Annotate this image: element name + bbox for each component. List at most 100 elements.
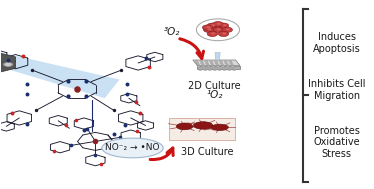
Circle shape [206, 26, 210, 28]
Circle shape [221, 64, 224, 66]
Circle shape [197, 64, 200, 66]
Polygon shape [1, 53, 16, 72]
Point [33, 109, 39, 112]
Circle shape [208, 69, 211, 71]
Circle shape [213, 22, 223, 27]
Circle shape [3, 62, 14, 67]
Ellipse shape [211, 124, 229, 131]
Point [85, 127, 91, 130]
Point [24, 83, 30, 86]
Circle shape [218, 23, 229, 28]
Circle shape [202, 66, 205, 67]
Circle shape [226, 66, 229, 67]
Point [111, 109, 117, 112]
Circle shape [206, 64, 209, 66]
Point [92, 140, 98, 143]
Point [83, 95, 89, 98]
Point [83, 80, 89, 83]
Circle shape [201, 62, 204, 64]
Point [73, 119, 79, 122]
Circle shape [200, 61, 203, 62]
Point [137, 112, 143, 115]
Circle shape [196, 62, 199, 64]
Circle shape [230, 64, 233, 66]
Circle shape [222, 67, 225, 69]
Point [65, 80, 71, 83]
Point [29, 69, 35, 72]
Point [124, 92, 130, 95]
Text: NO⁻₂ → •NO: NO⁻₂ → •NO [105, 143, 160, 153]
Circle shape [195, 61, 198, 62]
Point [124, 83, 130, 86]
FancyBboxPatch shape [169, 118, 235, 140]
Polygon shape [197, 66, 240, 69]
Text: ³O₂: ³O₂ [163, 27, 180, 37]
Text: Induces
Apoptosis: Induces Apoptosis [313, 32, 361, 54]
Text: 2D Culture: 2D Culture [188, 81, 240, 91]
Circle shape [203, 27, 214, 32]
Circle shape [223, 33, 226, 34]
Point [63, 123, 69, 126]
Circle shape [205, 61, 208, 62]
Circle shape [197, 66, 200, 67]
Point [81, 129, 87, 132]
Circle shape [214, 61, 217, 62]
Circle shape [223, 24, 226, 26]
Circle shape [226, 64, 229, 66]
Circle shape [204, 69, 206, 71]
Circle shape [217, 29, 221, 30]
Circle shape [207, 31, 218, 36]
Circle shape [228, 69, 231, 71]
Circle shape [5, 63, 12, 66]
Point [74, 87, 80, 90]
Point [5, 58, 11, 61]
Text: 3D Culture: 3D Culture [181, 147, 233, 157]
Circle shape [199, 69, 202, 71]
Circle shape [212, 66, 215, 67]
Circle shape [218, 69, 221, 71]
Circle shape [218, 31, 229, 36]
Point [133, 101, 139, 104]
Point [98, 163, 104, 166]
Circle shape [232, 67, 235, 69]
Circle shape [207, 23, 218, 28]
Point [146, 66, 152, 69]
Point [68, 144, 74, 147]
Polygon shape [215, 53, 220, 60]
Circle shape [207, 66, 210, 67]
Circle shape [217, 67, 220, 69]
Circle shape [229, 61, 232, 62]
Circle shape [198, 67, 201, 69]
Circle shape [222, 27, 233, 32]
Circle shape [211, 24, 215, 26]
Circle shape [230, 62, 233, 64]
Circle shape [221, 66, 224, 67]
Circle shape [223, 69, 226, 71]
Point [51, 150, 57, 153]
Circle shape [225, 62, 228, 64]
Point [92, 153, 98, 156]
Circle shape [202, 64, 205, 66]
Text: ¹O₂: ¹O₂ [206, 90, 223, 99]
Circle shape [203, 67, 206, 69]
Circle shape [227, 67, 230, 69]
Point [117, 136, 123, 139]
Circle shape [196, 19, 239, 41]
Ellipse shape [102, 138, 163, 158]
Point [134, 130, 140, 133]
Circle shape [215, 62, 218, 64]
Point [65, 95, 71, 98]
Ellipse shape [193, 122, 213, 129]
Circle shape [206, 62, 208, 64]
Circle shape [212, 67, 215, 69]
Ellipse shape [177, 123, 193, 130]
Point [24, 92, 30, 95]
Circle shape [213, 27, 223, 32]
Circle shape [213, 69, 216, 71]
Circle shape [217, 66, 220, 67]
Circle shape [211, 33, 215, 34]
Text: Inhibits Cell
Migration: Inhibits Cell Migration [308, 79, 365, 101]
Circle shape [202, 25, 213, 30]
Point [142, 56, 148, 59]
Circle shape [226, 29, 230, 30]
